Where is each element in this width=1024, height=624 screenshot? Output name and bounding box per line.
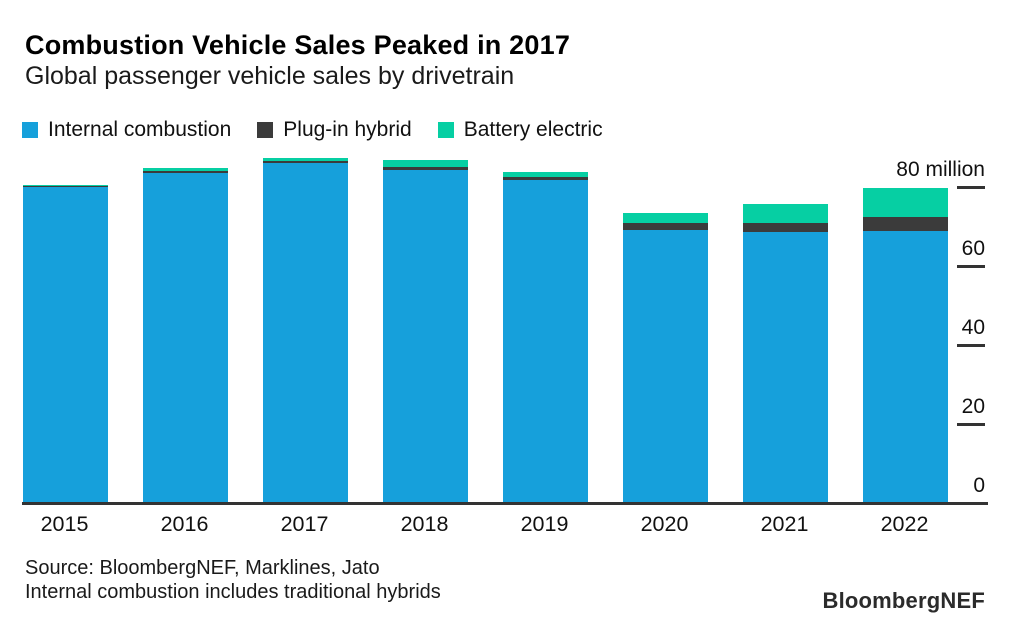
y-axis-tick-80 bbox=[957, 186, 985, 189]
y-axis-tick-60 bbox=[957, 265, 985, 268]
source-line: Source: BloombergNEF, Marklines, Jato bbox=[25, 557, 380, 579]
y-axis-label-0: 0 bbox=[973, 474, 985, 497]
bar-segment-internal-combustion bbox=[502, 179, 588, 503]
source-note: Source: BloombergNEF, Marklines, Jato In… bbox=[25, 556, 441, 604]
bar-segment-battery-electric bbox=[862, 187, 948, 218]
y-axis-label-80: 80 million bbox=[896, 158, 985, 181]
x-axis-label-2018: 2018 bbox=[400, 512, 449, 536]
note-line: Internal combustion includes traditional… bbox=[25, 581, 441, 603]
x-axis-label-2020: 2020 bbox=[640, 512, 689, 536]
legend-label: Internal combustion bbox=[48, 118, 232, 141]
chart-title: Combustion Vehicle Sales Peaked in 2017 bbox=[25, 30, 571, 60]
bar-segment-battery-electric bbox=[502, 171, 588, 177]
bar-segment-plug-in-hybrid bbox=[742, 223, 828, 233]
bar-2016 bbox=[142, 168, 228, 503]
x-axis-label-2019: 2019 bbox=[520, 512, 569, 536]
bar-2022 bbox=[862, 187, 948, 503]
bar-segment-internal-combustion bbox=[22, 187, 108, 503]
x-axis-label-2021: 2021 bbox=[760, 512, 809, 536]
y-axis-label-40: 40 bbox=[961, 316, 985, 339]
bar-segment-plug-in-hybrid bbox=[262, 161, 348, 164]
bar-2017 bbox=[262, 158, 348, 503]
bar-segment-battery-electric bbox=[22, 185, 108, 187]
y-axis-tick-40 bbox=[957, 344, 985, 347]
battery-electric-swatch-icon bbox=[437, 122, 454, 138]
bar-segment-plug-in-hybrid bbox=[622, 223, 708, 231]
legend-item-battery-electric: Battery electric bbox=[437, 118, 603, 142]
bar-segment-battery-electric bbox=[382, 159, 468, 167]
bloombergnef-logo: BloombergNEF bbox=[822, 588, 985, 613]
bar-segment-internal-combustion bbox=[742, 232, 828, 503]
bar-segment-battery-electric bbox=[742, 204, 828, 224]
legend: Internal combustion Plug-in hybrid Batte… bbox=[22, 118, 603, 142]
bar-segment-plug-in-hybrid bbox=[22, 186, 108, 187]
y-axis-tick-20 bbox=[957, 423, 985, 426]
chart-subtitle: Global passenger vehicle sales by drivet… bbox=[25, 62, 515, 90]
bar-segment-internal-combustion bbox=[622, 230, 708, 503]
bar-segment-plug-in-hybrid bbox=[862, 217, 948, 232]
legend-item-plugin-hybrid: Plug-in hybrid bbox=[257, 118, 412, 142]
legend-label: Battery electric bbox=[463, 118, 603, 141]
x-axis-label-2017: 2017 bbox=[280, 512, 329, 536]
bar-segment-plug-in-hybrid bbox=[382, 166, 468, 171]
bar-2019 bbox=[502, 171, 588, 503]
bar-2021 bbox=[742, 204, 828, 503]
bar-2015 bbox=[22, 185, 108, 503]
bar-segment-internal-combustion bbox=[262, 163, 348, 503]
y-axis-label-20: 20 bbox=[961, 395, 985, 418]
y-axis-label-60: 60 bbox=[961, 237, 985, 260]
bar-segment-battery-electric bbox=[262, 158, 348, 162]
bar-segment-battery-electric bbox=[622, 213, 708, 224]
x-axis-label-2016: 2016 bbox=[160, 512, 209, 536]
x-axis-line bbox=[22, 502, 988, 505]
bar-segment-plug-in-hybrid bbox=[142, 171, 228, 174]
bar-2020 bbox=[622, 213, 708, 503]
bar-segment-internal-combustion bbox=[142, 173, 228, 503]
x-axis-label-2015: 2015 bbox=[40, 512, 89, 536]
bar-segment-internal-combustion bbox=[382, 170, 468, 503]
internal-combustion-swatch-icon bbox=[22, 122, 38, 138]
bar-segment-battery-electric bbox=[142, 168, 228, 172]
bar-segment-plug-in-hybrid bbox=[502, 176, 588, 180]
legend-item-internal-combustion: Internal combustion bbox=[22, 118, 231, 142]
legend-label: Plug-in hybrid bbox=[283, 118, 412, 141]
bar-2018 bbox=[382, 159, 468, 503]
plugin-hybrid-swatch-icon bbox=[257, 122, 274, 138]
x-axis-label-2022: 2022 bbox=[880, 512, 929, 536]
bar-segment-internal-combustion bbox=[862, 231, 948, 503]
